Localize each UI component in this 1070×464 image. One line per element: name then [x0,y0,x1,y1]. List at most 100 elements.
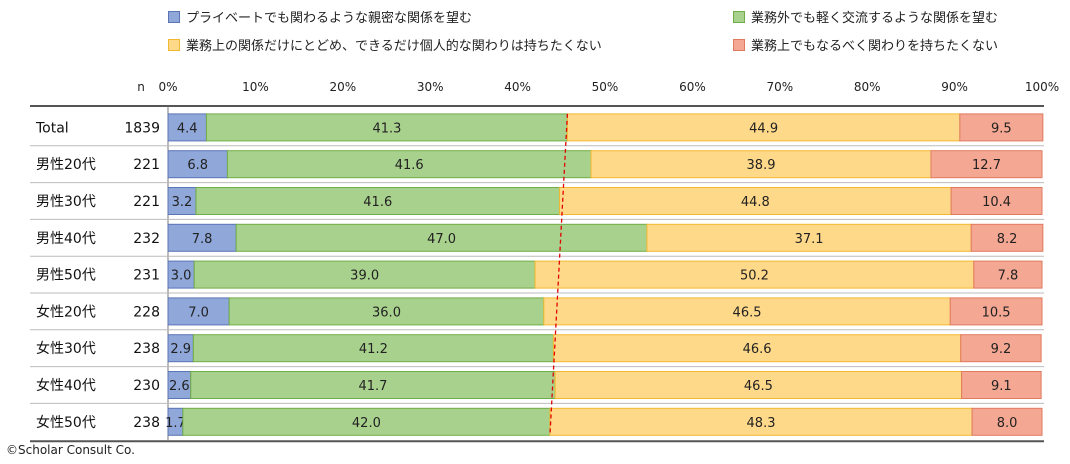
bar-segment [226,150,592,179]
row-label: 女性50代 [36,414,96,431]
x-tick-label: 30% [417,80,444,94]
bar-value-label: 46.5 [733,305,762,320]
x-tick-label: 80% [854,80,881,94]
x-tick-label: 70% [766,80,793,94]
bar-value-label: 44.8 [741,195,770,210]
bar-value-label: 6.8 [187,158,208,173]
x-tick-label: 90% [941,80,968,94]
bar-segment [549,407,973,436]
bar-segment [235,223,648,252]
bar-segment [949,297,1043,326]
row-label: 男性40代 [36,231,96,247]
bar-segment [961,371,1042,399]
bar-value-label: 2.9 [170,342,191,357]
bar-value-label: 38.9 [747,158,776,173]
bar-segment [552,334,962,363]
bar-value-label: 8.0 [997,416,1018,431]
bar-value-label: 47.0 [427,232,456,247]
bar-value-label: 41.7 [358,379,387,394]
bar-value-label: 3.0 [171,269,192,284]
x-tick-label: 10% [242,80,269,94]
reference-dashed-line [549,113,569,436]
bar-value-label: 46.6 [743,342,772,357]
legend-swatch-private [168,11,180,23]
bar-segment [971,407,1043,436]
bar-segment [192,334,554,363]
bar-value-label: 7.0 [188,305,209,320]
bar-value-label: 9.5 [991,121,1012,136]
bar-value-label: 48.3 [747,416,776,431]
row-label: Total [35,120,69,136]
legend-label-light-exchange: 業務外でも軽く交流するような関係を望む [751,11,999,26]
bar-segment [534,260,975,289]
legend-swatch-minimal [733,39,745,51]
copyright-text: ©Scholar Consult Co. [6,443,135,457]
bar-value-label: 7.8 [998,269,1019,284]
bar-segment [167,334,194,363]
bar-segment [959,113,1044,142]
bar-segment [973,260,1043,289]
bar-value-label: 37.1 [795,232,824,247]
row-n-value: 238 [133,415,160,431]
row-label: 男性50代 [36,268,96,284]
x-tick-label: 0% [158,80,177,94]
bar-value-label: 8.2 [997,232,1018,247]
bar-segment [960,334,1042,363]
row-label: 女性40代 [36,377,96,394]
bar-value-label: 4.4 [177,121,198,136]
row-n-value: 238 [133,341,160,357]
bar-segment [167,113,207,142]
bar-value-label: 39.0 [350,269,379,284]
bar-segment [167,187,197,215]
row-n-value: 228 [133,304,160,320]
bar-value-label: 9.2 [991,342,1012,357]
bar-segment [950,187,1043,215]
bar-value-label: 10.4 [982,195,1011,210]
x-tick-label: 60% [679,80,706,94]
bar-value-label: 41.6 [395,158,424,173]
bar-segment [970,223,1044,252]
bar-segment [559,187,952,215]
legend-item-minimal: 業務上でもなるべく関わりを持ちたくない [733,39,998,55]
legend-item-light-exchange: 業務外でも軽く交流するような関係を望む [733,11,998,27]
bar-segment [228,297,545,326]
legend-swatch-light-exchange [733,11,745,23]
bar-segment [543,297,951,326]
bar-value-label: 42.0 [352,416,381,431]
bar-value-label: 41.3 [372,121,401,136]
bar-value-label: 50.2 [740,269,769,284]
bar-value-label: 41.6 [363,195,392,210]
bar-segment [566,113,961,142]
bar-value-label: 1.7 [165,416,186,431]
bar-value-label: 41.2 [359,342,388,357]
legend-item-private: プライベートでも関わるような親密な関係を望む [168,11,472,27]
legend-label-minimal: 業務上でもなるべく関わりを持ちたくない [751,39,999,54]
bar-segment [167,223,237,252]
row-n-value: 1839 [124,120,160,136]
legend-label-business-only: 業務上の関係だけにとどめ、できるだけ個人的な関わりは持ちたくない [186,39,602,54]
bar-segment [205,113,568,142]
bar-value-label: 10.5 [982,305,1011,320]
bar-value-label: 46.5 [744,379,773,394]
x-tick-label: 100% [1025,80,1059,94]
row-n-value: 230 [133,378,160,394]
bar-segment [167,260,195,289]
legend-item-business-only: 業務上の関係だけにとどめ、できるだけ個人的な関わりは持ちたくない [168,39,602,55]
row-n-value: 221 [133,157,160,173]
x-tick-label: 40% [504,80,531,94]
legend-label-private: プライベートでも関わるような親密な関係を望む [186,11,473,26]
row-n-value: 232 [133,231,160,247]
bar-value-label: 7.8 [192,232,213,247]
bar-segment [930,150,1043,179]
row-label: 男性30代 [36,194,96,210]
row-n-value: 231 [133,268,160,284]
n-header: n [137,80,145,94]
bar-value-label: 3.2 [172,195,193,210]
row-label: 女性20代 [36,303,96,320]
x-tick-label: 50% [592,80,619,94]
x-tick-label: 20% [329,80,356,94]
bar-value-label: 2.6 [169,379,190,394]
bar-value-label: 36.0 [372,305,401,320]
legend-swatch-business-only [168,39,180,51]
